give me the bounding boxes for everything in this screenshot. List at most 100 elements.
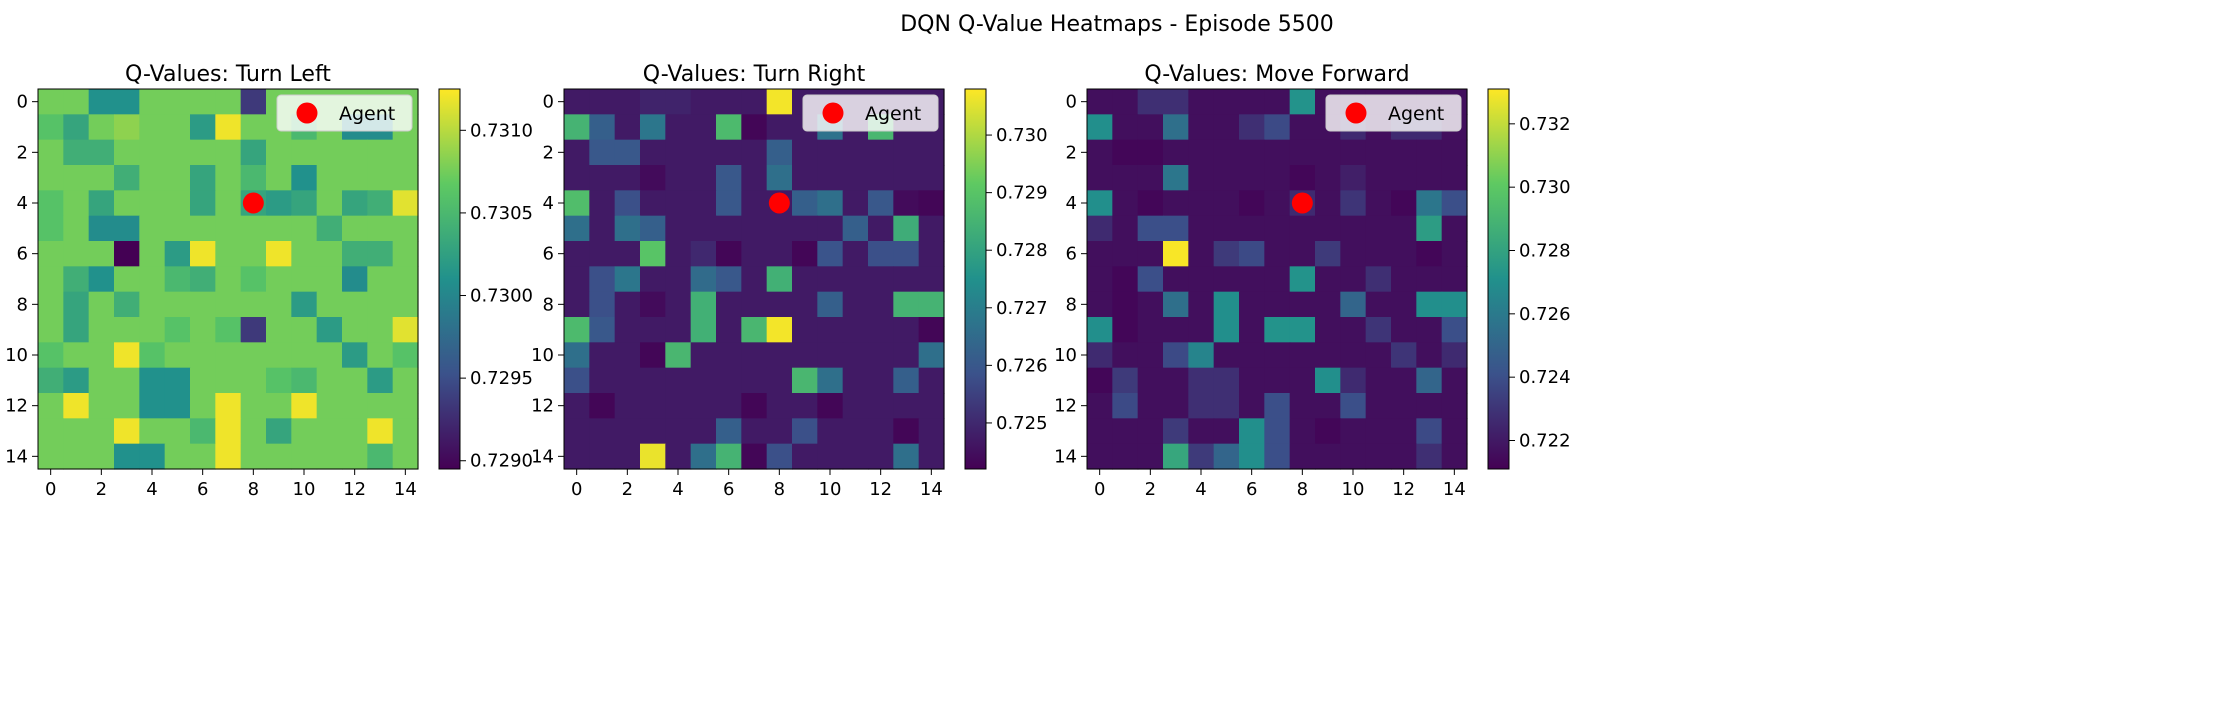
heatmap-cell: [1087, 89, 1113, 115]
heatmap-cell: [1213, 367, 1240, 394]
x-tick-label: 12: [1392, 479, 1415, 500]
heatmap-cell: [893, 139, 920, 166]
heatmap-cell: [342, 393, 368, 419]
heatmap-cell: [665, 89, 692, 115]
heatmap-cell: [164, 393, 191, 419]
heatmap-cell: [792, 139, 818, 166]
heatmap-cell: [1188, 393, 1215, 419]
heatmap-cell: [240, 393, 267, 419]
heatmap-cell: [316, 393, 343, 419]
heatmap-cell: [665, 317, 692, 343]
heatmap-cell: [1188, 291, 1215, 318]
heatmap-cell: [1112, 418, 1139, 445]
y-tick-label: 4: [1066, 193, 1077, 214]
heatmap-cell: [392, 342, 419, 369]
x-tick-label: 6: [197, 479, 208, 500]
legend-agent-marker: [1345, 102, 1367, 124]
heatmap-cell: [190, 367, 216, 394]
heatmap-cell: [1416, 266, 1443, 293]
heatmap-cell: [1391, 190, 1417, 217]
heatmap-cell: [63, 367, 90, 394]
heatmap-cell: [640, 342, 666, 369]
x-tick-label: 14: [394, 479, 417, 500]
heatmap-cell: [766, 139, 793, 166]
colorbar-tick-label: 0.727: [996, 298, 1048, 319]
heatmap-cell: [266, 317, 292, 343]
heatmap-cell: [1137, 89, 1164, 115]
heatmap-cell: [1163, 418, 1189, 445]
heatmap-cell: [1315, 291, 1341, 318]
heatmap-cell: [1137, 139, 1164, 166]
heatmap-cell: [1137, 342, 1164, 369]
heatmap-cell: [640, 165, 666, 191]
heatmap-cell: [139, 266, 166, 293]
y-tick-label: 2: [1066, 142, 1077, 163]
heatmap-cell: [614, 114, 641, 141]
heatmap-cell: [1163, 241, 1189, 267]
heatmap-cell: [1239, 443, 1265, 470]
heatmap-cell: [1289, 114, 1316, 141]
heatmap-cell: [392, 266, 419, 293]
heatmap-cell: [215, 114, 242, 141]
heatmap-cell: [1188, 342, 1215, 369]
heatmap-cell: [1315, 393, 1341, 419]
heatmap-cells: [38, 89, 419, 470]
heatmap-cell: [1188, 215, 1215, 242]
heatmap-cell: [1340, 165, 1367, 191]
heatmap-cell: [139, 418, 166, 445]
y-tick-label: 0: [1066, 92, 1077, 113]
heatmap-cell: [342, 266, 368, 293]
heatmap-cell: [1163, 317, 1189, 343]
y-tick-label: 14: [1054, 446, 1077, 467]
heatmap-cell: [114, 342, 140, 369]
heatmap-cell: [1441, 291, 1468, 318]
heatmap-cell: [1315, 266, 1341, 293]
heatmap-cell: [614, 241, 641, 267]
heatmap-cell: [817, 291, 844, 318]
heatmap-cell: [589, 443, 616, 470]
heatmap-cell: [716, 367, 742, 394]
heatmap-cell: [564, 114, 590, 141]
heatmap-cell: [918, 418, 945, 445]
colorbar: [964, 88, 987, 470]
heatmap-cell: [564, 418, 590, 445]
heatmap-cell: [564, 317, 590, 343]
heatmap-cell: [1340, 266, 1367, 293]
heatmap-cell: [215, 367, 242, 394]
heatmap-cell: [1441, 139, 1468, 166]
heatmap-cell: [342, 190, 368, 217]
heatmap-cell: [1239, 317, 1265, 343]
heatmap-cell: [564, 443, 590, 470]
heatmap-cell: [741, 317, 768, 343]
heatmap-cell: [190, 241, 216, 267]
heatmap-cell: [63, 418, 90, 445]
heatmap-cell: [291, 190, 318, 217]
heatmap-cell: [266, 367, 292, 394]
heatmap-cell: [589, 342, 616, 369]
heatmap-cell: [690, 317, 717, 343]
colorbar-tick-label: 0.728: [996, 240, 1048, 261]
heatmap-cell: [1087, 139, 1113, 166]
heatmap-cell: [1112, 367, 1139, 394]
heatmap-cell: [190, 317, 216, 343]
heatmap-cell: [716, 342, 742, 369]
heatmap-cell: [88, 139, 115, 166]
heatmap-cell: [1416, 393, 1443, 419]
heatmap-cell: [1416, 418, 1443, 445]
heatmap-cell: [342, 317, 368, 343]
heatmap-cell: [690, 139, 717, 166]
heatmap-cell: [164, 418, 191, 445]
heatmap-cell: [266, 165, 292, 191]
colorbar-tick-label: 0.729: [996, 183, 1048, 204]
heatmap-cell: [164, 367, 191, 394]
heatmap-cell: [164, 114, 191, 141]
y-tick-label: 6: [1066, 244, 1077, 265]
heatmap-cell: [640, 367, 666, 394]
legend-label: Agent: [865, 103, 921, 125]
agent-marker: [242, 192, 264, 214]
heatmap-cell: [564, 367, 590, 394]
heatmap-cell: [266, 190, 292, 217]
x-tick-label: 12: [869, 479, 892, 500]
heatmap-cell: [564, 291, 590, 318]
heatmap-cell: [589, 266, 616, 293]
